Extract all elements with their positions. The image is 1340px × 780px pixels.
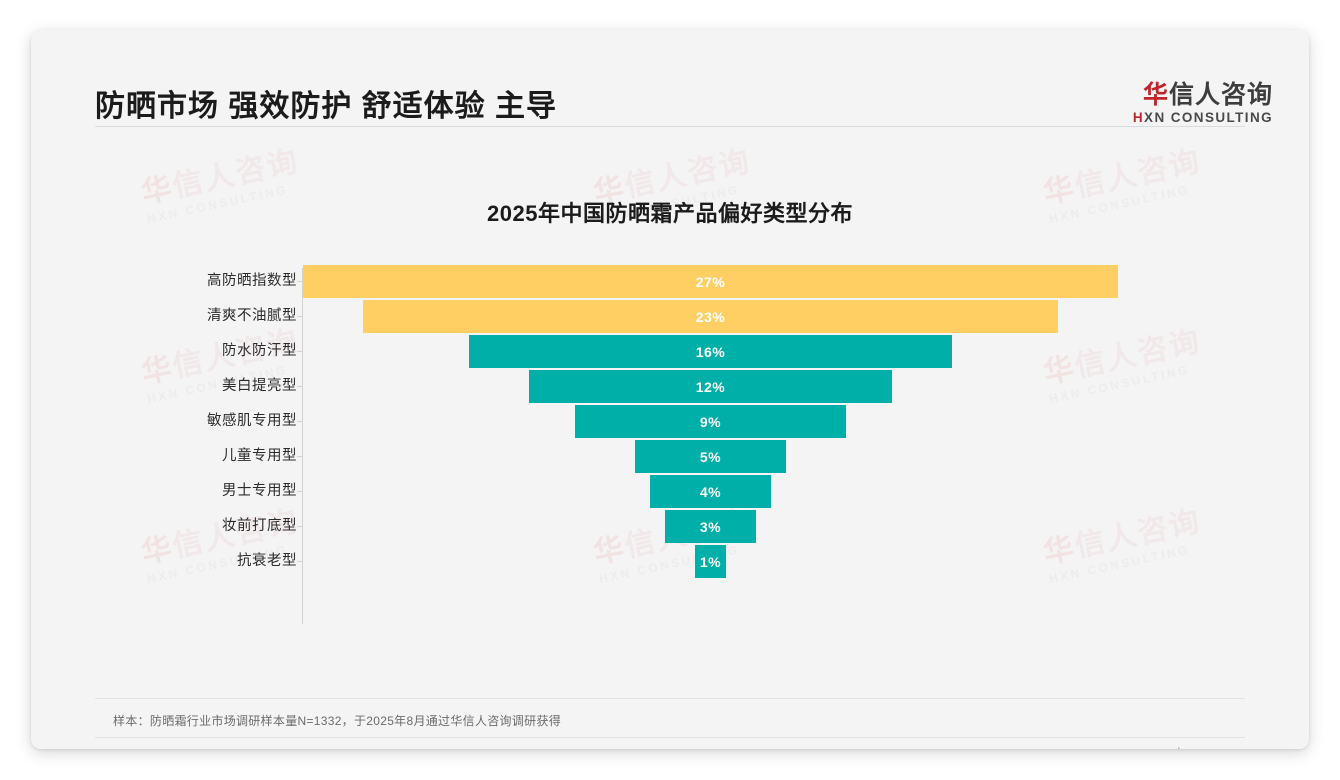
chart-row: 儿童专用型 5% <box>31 439 1309 474</box>
category-label: 男士专用型 <box>222 483 297 499</box>
bar-value-label: 27% <box>695 273 726 290</box>
bar-value-label: 12% <box>695 378 726 395</box>
logo-chinese-red-char: 华 <box>1142 81 1169 109</box>
logo-english-text: HXN CONSULTING <box>1133 111 1273 125</box>
chart-row: 清爽不油腻型 23% <box>31 299 1309 334</box>
chart-row: 抗衰老型 1% <box>31 544 1309 579</box>
category-label: 高防晒指数型 <box>207 273 297 289</box>
logo-english-rest: XN CONSULTING <box>1144 110 1273 126</box>
category-label: 美白提亮型 <box>222 378 297 394</box>
page-title: 防晒市场 强效防护 舒适体验 主导 <box>95 90 558 123</box>
bar-value-label: 1% <box>699 553 722 570</box>
brand-logo: 华信人咨询 HXN CONSULTING <box>1133 82 1273 125</box>
category-label: 妆前打底型 <box>222 518 297 534</box>
bar-track: 12% <box>303 370 1309 403</box>
header-divider <box>95 126 1245 127</box>
chart-axis-line <box>302 268 303 624</box>
funnel-bar[interactable]: 3% <box>665 510 756 543</box>
axis-tick <box>297 316 302 317</box>
chart-row: 妆前打底型 3% <box>31 509 1309 544</box>
axis-tick <box>297 281 302 282</box>
bar-value-label: 9% <box>699 413 722 430</box>
bar-value-label: 16% <box>695 343 726 360</box>
logo-english-red-char: H <box>1132 110 1145 126</box>
slide-header: 防晒市场 强效防护 舒适体验 主导 华信人咨询 HXN CONSULTING <box>31 30 1309 128</box>
website-link[interactable]: www.hxrcon.com <box>1146 746 1245 749</box>
axis-tick <box>297 561 302 562</box>
category-label: 防水防汗型 <box>222 343 297 359</box>
chart-row: 防水防汗型 16% <box>31 334 1309 369</box>
copyright-text: ©2025.10 HXR华信人咨询 <box>95 746 247 749</box>
category-label: 抗衰老型 <box>237 553 297 569</box>
chart-row: 敏感肌专用型 9% <box>31 404 1309 439</box>
funnel-bar[interactable]: 4% <box>650 475 771 508</box>
bar-track: 9% <box>303 405 1309 438</box>
bar-track: 23% <box>303 300 1309 333</box>
footnote-divider-top <box>95 698 1245 699</box>
axis-tick <box>297 526 302 527</box>
axis-tick <box>297 421 302 422</box>
axis-tick <box>297 386 302 387</box>
logo-chinese-text: 华信人咨询 <box>1133 82 1273 108</box>
bar-track: 27% <box>303 265 1309 298</box>
funnel-chart: 高防晒指数型 27% 清爽不油腻型 23% 防水防汗型 16% 美白提亮型 12% 敏感肌专用型… <box>31 264 1309 624</box>
funnel-bar[interactable]: 16% <box>469 335 952 368</box>
category-label: 儿童专用型 <box>222 448 297 464</box>
footnote-divider-bottom <box>95 737 1245 738</box>
chart-row: 男士专用型 4% <box>31 474 1309 509</box>
bar-value-label: 3% <box>699 518 722 535</box>
funnel-bar[interactable]: 27% <box>303 265 1118 298</box>
bar-value-label: 5% <box>699 448 722 465</box>
category-label: 清爽不油腻型 <box>207 308 297 324</box>
bar-track: 3% <box>303 510 1309 543</box>
chart-rows: 高防晒指数型 27% 清爽不油腻型 23% 防水防汗型 16% 美白提亮型 12% 敏感肌专用型… <box>31 264 1309 579</box>
bar-track: 1% <box>303 545 1309 578</box>
axis-tick <box>297 491 302 492</box>
bar-value-label: 4% <box>699 483 722 500</box>
chart-title: 2025年中国防晒霜产品偏好类型分布 <box>487 201 853 226</box>
chart-row: 美白提亮型 12% <box>31 369 1309 404</box>
funnel-bar[interactable]: 1% <box>695 545 726 578</box>
category-label: 敏感肌专用型 <box>207 413 297 429</box>
bar-track: 16% <box>303 335 1309 368</box>
bar-track: 4% <box>303 475 1309 508</box>
axis-tick <box>297 351 302 352</box>
chart-row: 高防晒指数型 27% <box>31 264 1309 299</box>
funnel-bar[interactable]: 23% <box>363 300 1058 333</box>
bar-value-label: 23% <box>695 308 726 325</box>
funnel-bar[interactable]: 9% <box>574 405 847 438</box>
sample-footnote: 样本：防晒霜行业市场调研样本量N=1332，于2025年8月通过华信人咨询调研获… <box>113 714 562 728</box>
logo-chinese-rest: 信人咨询 <box>1168 81 1273 109</box>
axis-tick <box>297 456 302 457</box>
funnel-bar[interactable]: 5% <box>635 440 786 473</box>
funnel-bar[interactable]: 12% <box>529 370 892 403</box>
slide-canvas: 华信人咨询 HXN CONSULTING 华信人咨询 HXN CONSULTING 华信… <box>31 30 1309 749</box>
bar-track: 5% <box>303 440 1309 473</box>
